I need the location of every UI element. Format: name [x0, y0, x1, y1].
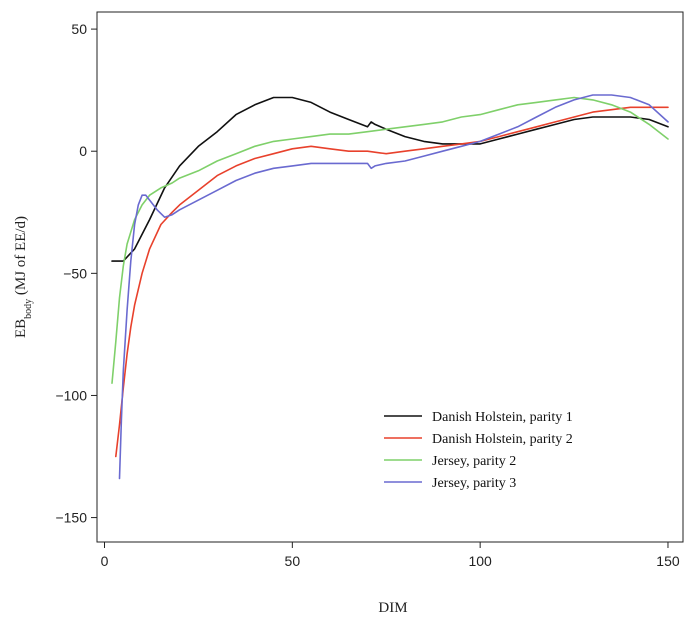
x-axis: 0 50 100 150: [101, 542, 680, 569]
y-tick-label: −150: [55, 510, 87, 526]
y-axis-title-units: (MJ of EE/d): [13, 216, 29, 299]
series-group: [111, 94, 669, 480]
legend-label-4: Jersey, parity 3: [432, 476, 516, 491]
legend-label-2: Danish Holstein, parity 2: [432, 432, 573, 447]
x-tick-label: 100: [468, 553, 492, 569]
plot-frame: [96, 11, 684, 543]
series-line-2: [115, 106, 669, 458]
x-tick-label: 50: [285, 553, 301, 569]
x-axis-title: DIM: [378, 600, 407, 616]
y-axis-title-subscript: body: [23, 299, 34, 319]
y-axis: −150 −100 −50 0 50: [55, 21, 97, 526]
legend: Danish Holstein, parity 1 Danish Holstein…: [384, 410, 573, 491]
y-tick-label: −100: [55, 387, 87, 403]
x-tick-label: 0: [101, 553, 109, 569]
series-line-3: [111, 96, 669, 385]
y-axis-title-main: EB: [13, 319, 29, 338]
x-tick-label: 150: [656, 553, 680, 569]
legend-label-3: Jersey, parity 2: [432, 454, 516, 469]
y-tick-label: 0: [79, 143, 87, 159]
y-axis-title: EBbody (MJ of EE/d): [13, 216, 34, 338]
y-tick-label: −50: [63, 265, 87, 281]
y-tick-label: 50: [71, 21, 87, 37]
series-line-1: [111, 96, 669, 262]
series-line-4: [118, 94, 669, 480]
legend-label-1: Danish Holstein, parity 1: [432, 410, 573, 425]
